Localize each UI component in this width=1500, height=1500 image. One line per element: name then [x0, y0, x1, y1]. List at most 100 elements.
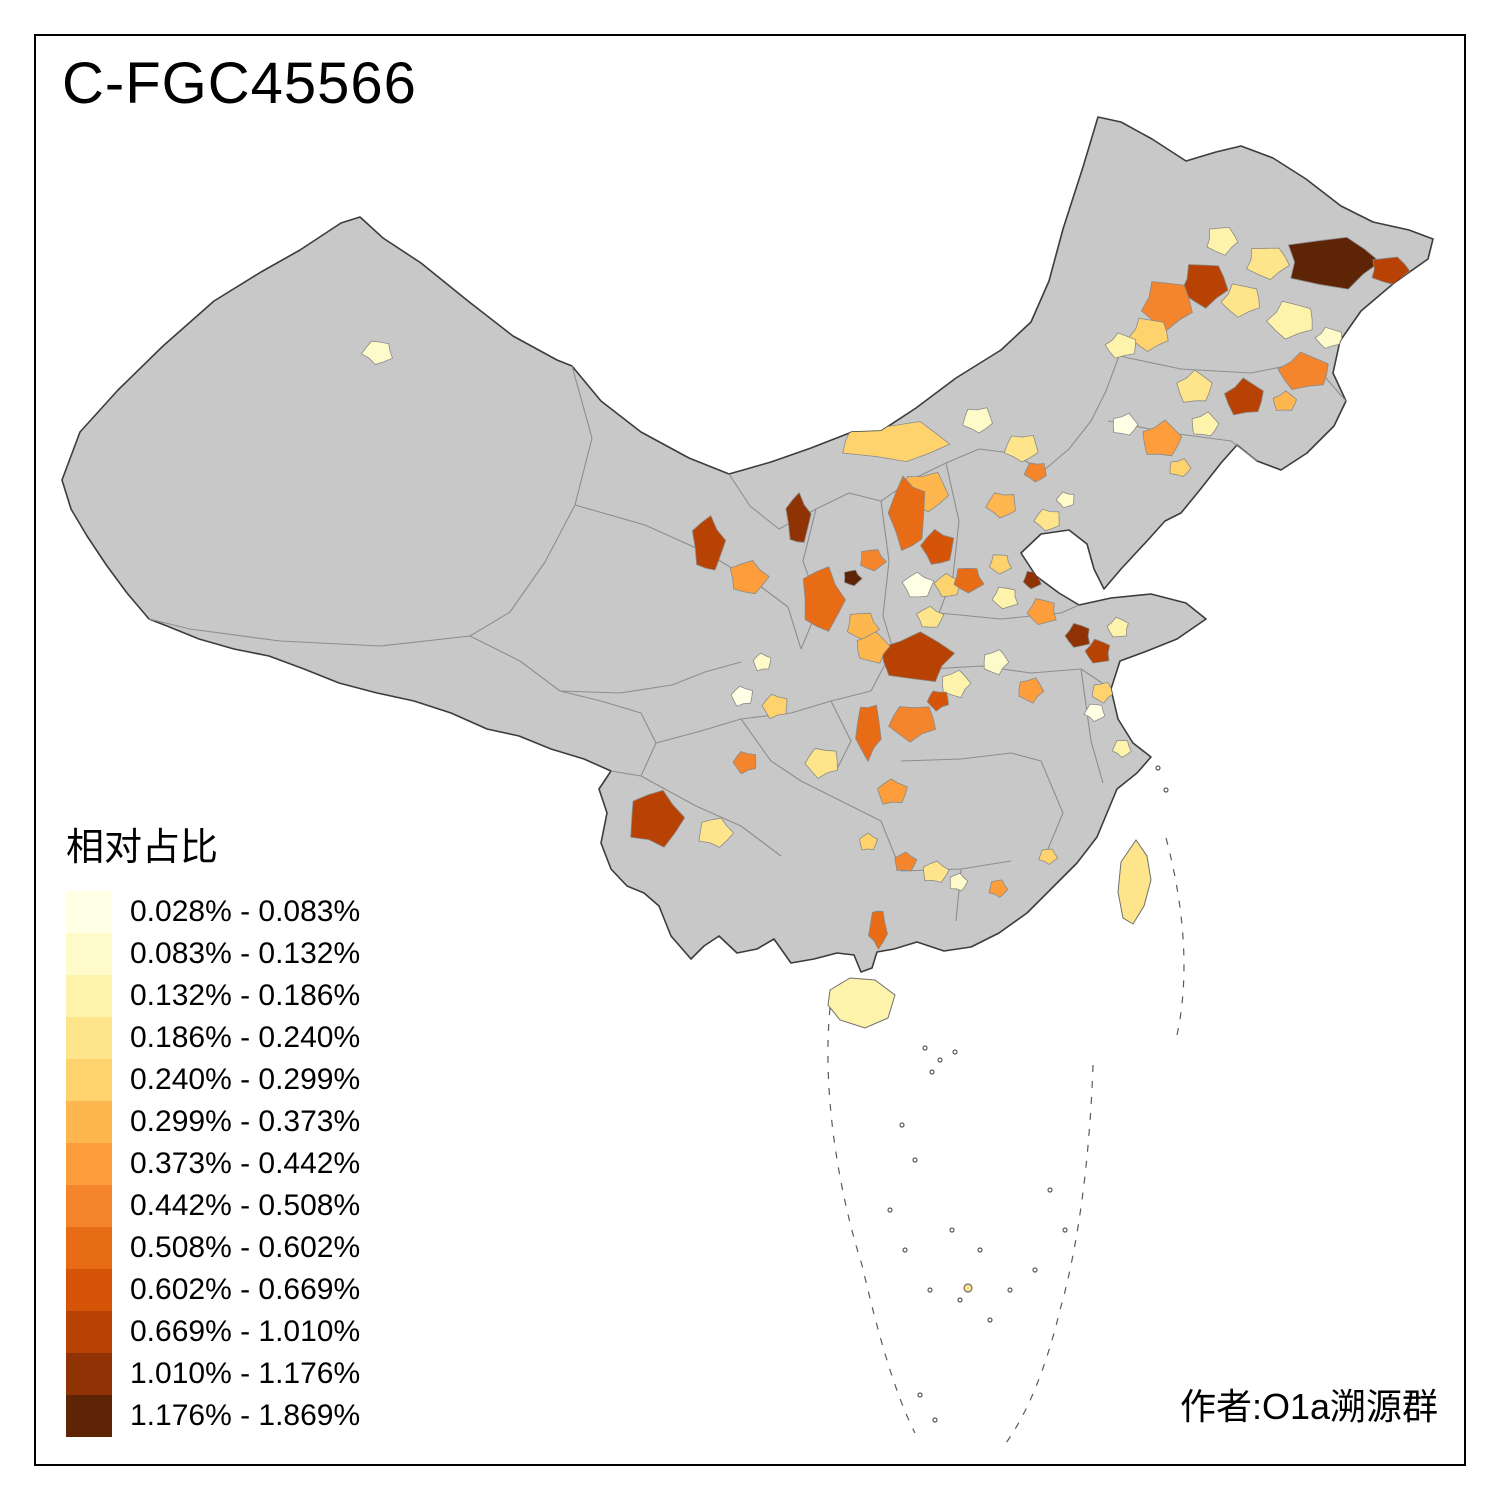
map-region: [1018, 677, 1045, 704]
legend-label: 0.028% - 0.083%: [130, 895, 361, 928]
map-region: [1371, 256, 1411, 286]
legend-label: 0.602% - 0.669%: [130, 1273, 361, 1306]
map-region: [880, 631, 956, 683]
map-region: [1272, 390, 1298, 411]
map-region: [1104, 332, 1137, 359]
map-region: [920, 528, 955, 565]
map-region: [1023, 462, 1047, 483]
legend-swatch: [66, 1227, 112, 1269]
map-region: [1111, 739, 1132, 759]
legend-title: 相对占比: [66, 827, 219, 869]
legend-swatch: [66, 891, 112, 933]
legend-row: 0.602% - 0.669%: [66, 1269, 360, 1311]
map-region: [1112, 412, 1139, 436]
map-region: [877, 778, 908, 805]
map-region: [1246, 247, 1291, 280]
map-region: [1206, 226, 1239, 256]
legend-label: 0.186% - 0.240%: [130, 1021, 361, 1054]
legend-swatch: [66, 1059, 112, 1101]
map-region: [1054, 548, 1074, 566]
legend-label: 1.010% - 1.176%: [130, 1357, 361, 1390]
map-region: [1033, 508, 1060, 532]
legend-row: 1.176% - 1.869%: [66, 1395, 360, 1437]
plot-frame: [34, 34, 1466, 1466]
map-region: [752, 652, 772, 672]
legend: 相对占比 0.028% - 0.083% 0.083% - 0.132% 0.132…: [66, 816, 360, 1437]
china-mainland: [61, 116, 1434, 973]
legend-rows: 0.028% - 0.083% 0.083% - 0.132% 0.132% - 0…: [66, 891, 360, 1437]
legend-label: 0.669% - 1.010%: [130, 1315, 361, 1348]
legend-row: 0.442% - 0.508%: [66, 1185, 360, 1227]
map-region: [1140, 281, 1193, 331]
map-region: [988, 879, 1009, 898]
map-region: [983, 649, 1010, 676]
legend-swatch: [66, 1101, 112, 1143]
map-region: [804, 747, 838, 779]
legend-row: 1.010% - 1.176%: [66, 1353, 360, 1395]
map-region: [1287, 236, 1381, 290]
map-region: [855, 704, 882, 763]
legend-label: 0.373% - 0.442%: [130, 1147, 361, 1180]
map-region: [630, 789, 686, 848]
map-region: [1126, 707, 1145, 727]
map-region: [988, 554, 1013, 575]
map-region: [1079, 578, 1102, 600]
map-region: [901, 571, 935, 598]
map-region: [698, 817, 735, 848]
legend-label: 1.176% - 1.869%: [130, 1399, 361, 1432]
map-region: [1314, 326, 1343, 349]
legend-swatch: [66, 1185, 112, 1227]
legend-swatch: [66, 1269, 112, 1311]
map-region: [732, 751, 757, 775]
map-region: [1055, 491, 1075, 509]
legend-label: 0.132% - 0.186%: [130, 979, 361, 1012]
map-region: [1038, 848, 1059, 865]
map-region: [846, 612, 881, 641]
map-region: [1277, 351, 1329, 391]
map-region: [888, 706, 937, 743]
map-region: [843, 569, 863, 587]
legend-swatch: [66, 1353, 112, 1395]
map-region: [985, 492, 1016, 519]
legend-label: 0.240% - 0.299%: [130, 1063, 361, 1096]
map-region: [991, 586, 1019, 610]
map-region: [802, 566, 846, 632]
map-region: [730, 685, 754, 707]
map-region: [922, 860, 950, 883]
map-region: [1169, 458, 1192, 478]
map-region: [915, 605, 945, 628]
map-region: [887, 475, 926, 552]
map-region: [1266, 300, 1313, 340]
legend-row: 0.669% - 1.010%: [66, 1311, 360, 1353]
legend-row: 0.028% - 0.083%: [66, 891, 360, 933]
legend-swatch: [66, 1017, 112, 1059]
legend-label: 0.299% - 0.373%: [130, 1105, 361, 1138]
legend-row: 0.083% - 0.132%: [66, 933, 360, 975]
map-region: [1003, 434, 1039, 463]
map-region: [953, 567, 985, 594]
map-region: [1064, 622, 1091, 648]
legend-row: 0.186% - 0.240%: [66, 1017, 360, 1059]
map-region: [860, 549, 887, 572]
legend-label: 0.442% - 0.508%: [130, 1189, 361, 1222]
legend-label: 0.083% - 0.132%: [130, 937, 361, 970]
map-region: [926, 690, 949, 712]
map-region: [761, 693, 788, 720]
map-region: [1084, 638, 1111, 664]
map-title: C-FGC45566: [62, 51, 417, 116]
map-region: [691, 515, 727, 571]
legend-row: 0.240% - 0.299%: [66, 1059, 360, 1101]
legend-swatch: [66, 933, 112, 975]
map-regions: [360, 226, 1411, 950]
legend-row: 0.373% - 0.442%: [66, 1143, 360, 1185]
map-region: [785, 491, 812, 543]
legend-swatch: [66, 1395, 112, 1437]
map-region: [1142, 419, 1183, 457]
legend-swatch: [66, 1311, 112, 1353]
author-credit: 作者:O1a溯源群: [1179, 1386, 1438, 1427]
map-region: [1220, 283, 1260, 318]
map-region: [1180, 264, 1229, 309]
legend-row: 0.299% - 0.373%: [66, 1101, 360, 1143]
map-region: [941, 669, 972, 699]
map-region: [856, 631, 891, 664]
